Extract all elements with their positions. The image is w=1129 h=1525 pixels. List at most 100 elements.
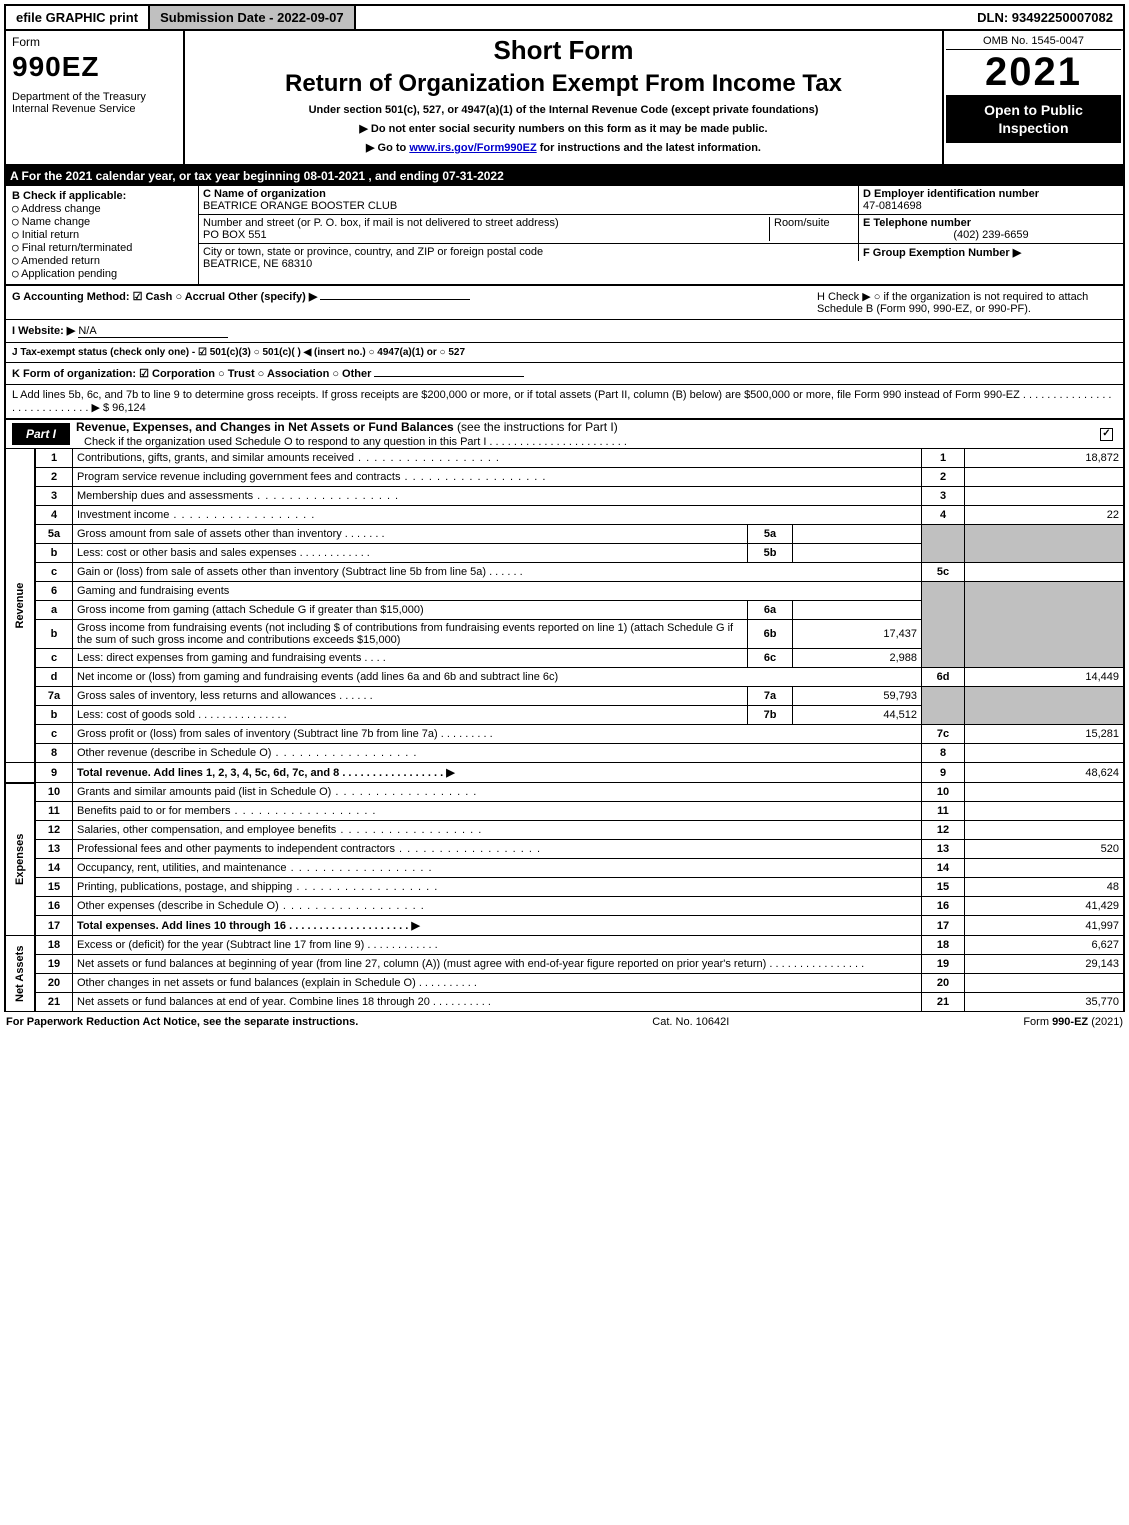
line-19-num: 19 — [35, 955, 73, 974]
line-16-desc: Other expenses (describe in Schedule O) — [73, 897, 922, 916]
check-address-change[interactable]: ○ Address change — [12, 202, 192, 215]
line-1-amt: 18,872 — [965, 449, 1125, 468]
check-application-pending[interactable]: ○ Application pending — [12, 267, 192, 280]
line-8-num: 8 — [35, 744, 73, 763]
short-form-title: Short Form — [189, 35, 938, 66]
line-15-amt: 48 — [965, 878, 1125, 897]
d-ein-label: D Employer identification number — [863, 188, 1119, 200]
line-9-num: 9 — [35, 763, 73, 783]
line-20-desc: Other changes in net assets or fund bala… — [73, 974, 922, 993]
top-bar: efile GRAPHIC print Submission Date - 20… — [4, 4, 1125, 31]
expenses-label: Expenses — [5, 783, 35, 936]
paperwork-notice: For Paperwork Reduction Act Notice, see … — [6, 1016, 358, 1028]
tax-year: 2021 — [946, 50, 1121, 95]
ssn-warning: ▶ Do not enter social security numbers o… — [189, 122, 938, 135]
line-a: A For the 2021 calendar year, or tax yea… — [4, 166, 1125, 186]
line-5a-subcol: 5a — [748, 525, 793, 544]
line-3-col: 3 — [922, 487, 965, 506]
line-13-amt: 520 — [965, 840, 1125, 859]
line-3-desc: Membership dues and assessments — [73, 487, 922, 506]
line-3-num: 3 — [35, 487, 73, 506]
line-6d-col: 6d — [922, 668, 965, 687]
line-16-num: 16 — [35, 897, 73, 916]
submission-date: Submission Date - 2022-09-07 — [148, 6, 356, 29]
line-16-amt: 41,429 — [965, 897, 1125, 916]
city-label: City or town, state or province, country… — [203, 246, 854, 258]
line-1-col: 1 — [922, 449, 965, 468]
org-address: PO BOX 551 — [203, 229, 769, 241]
form-label: Form — [12, 35, 177, 49]
section-i: I Website: ▶ N/A — [4, 320, 1125, 343]
line-5c-num: c — [35, 563, 73, 582]
line-6b-num: b — [35, 620, 73, 649]
line-5b-desc: Less: cost or other basis and sales expe… — [73, 544, 748, 563]
line-11-amt — [965, 802, 1125, 821]
goto-prefix: ▶ Go to — [366, 142, 409, 154]
line-19-amt: 29,143 — [965, 955, 1125, 974]
line-12-num: 12 — [35, 821, 73, 840]
line-9-desc: Total revenue. Add lines 1, 2, 3, 4, 5c,… — [73, 763, 922, 783]
check-name-change[interactable]: ○ Name change — [12, 215, 192, 228]
line-20-col: 20 — [922, 974, 965, 993]
line-6d-desc: Net income or (loss) from gaming and fun… — [73, 668, 922, 687]
line-6b-desc: Gross income from fundraising events (no… — [73, 620, 748, 649]
line-1-num: 1 — [35, 449, 73, 468]
shade-7-amt — [965, 687, 1125, 725]
c-name-label: C Name of organization — [203, 188, 854, 200]
gross-receipts-amount: 96,124 — [109, 402, 146, 414]
room-suite-label: Room/suite — [769, 217, 854, 241]
line-6b-subcol: 6b — [748, 620, 793, 649]
line-9-col: 9 — [922, 763, 965, 783]
line-17-col: 17 — [922, 916, 965, 936]
shade-5 — [922, 525, 965, 563]
line-6c-subamt: 2,988 — [793, 649, 922, 668]
check-final-return[interactable]: ○ Final return/terminated — [12, 241, 192, 254]
line-7b-desc: Less: cost of goods sold . . . . . . . .… — [73, 706, 748, 725]
line-5c-desc: Gain or (loss) from sale of assets other… — [73, 563, 922, 582]
line-7c-amt: 15,281 — [965, 725, 1125, 744]
line-6d-amt: 14,449 — [965, 668, 1125, 687]
goto-suffix: for instructions and the latest informat… — [540, 142, 761, 154]
line-15-num: 15 — [35, 878, 73, 897]
part-1-header: Part I Revenue, Expenses, and Changes in… — [4, 420, 1125, 449]
line-21-col: 21 — [922, 993, 965, 1012]
org-city: BEATRICE, NE 68310 — [203, 258, 854, 270]
page-footer: For Paperwork Reduction Act Notice, see … — [4, 1012, 1125, 1032]
line-14-col: 14 — [922, 859, 965, 878]
line-16-col: 16 — [922, 897, 965, 916]
line-7c-col: 7c — [922, 725, 965, 744]
line-8-desc: Other revenue (describe in Schedule O) — [73, 744, 922, 763]
line-7b-num: b — [35, 706, 73, 725]
shade-5-amt — [965, 525, 1125, 563]
section-b-to-f: B Check if applicable: ○ Address change … — [4, 186, 1125, 286]
website-value: N/A — [78, 325, 228, 338]
line-10-desc: Grants and similar amounts paid (list in… — [73, 783, 922, 802]
return-title: Return of Organization Exempt From Incom… — [189, 70, 938, 98]
line-18-col: 18 — [922, 936, 965, 955]
efile-label[interactable]: efile GRAPHIC print — [6, 6, 148, 29]
line-6d-num: d — [35, 668, 73, 687]
line-18-amt: 6,627 — [965, 936, 1125, 955]
line-15-col: 15 — [922, 878, 965, 897]
line-8-col: 8 — [922, 744, 965, 763]
irs-link[interactable]: www.irs.gov/Form990EZ — [409, 142, 536, 154]
phone-value: (402) 239-6659 — [863, 229, 1119, 241]
h-schedule-b: H Check ▶ ○ if the organization is not r… — [817, 290, 1117, 315]
lines-table: Revenue 1 Contributions, gifts, grants, … — [4, 449, 1125, 1012]
website-label: I Website: ▶ — [12, 325, 75, 337]
revenue-label: Revenue — [5, 449, 35, 763]
addr-label: Number and street (or P. O. box, if mail… — [203, 217, 769, 229]
section-j: J Tax-exempt status (check only one) - ☑… — [4, 343, 1125, 363]
line-6a-desc: Gross income from gaming (attach Schedul… — [73, 601, 748, 620]
line-2-col: 2 — [922, 468, 965, 487]
line-17-amt: 41,997 — [965, 916, 1125, 936]
line-11-num: 11 — [35, 802, 73, 821]
schedule-o-checkbox[interactable]: ✓ — [1100, 427, 1123, 441]
line-2-num: 2 — [35, 468, 73, 487]
line-14-num: 14 — [35, 859, 73, 878]
section-subtitle: Under section 501(c), 527, or 4947(a)(1)… — [189, 104, 938, 116]
check-amended-return[interactable]: ○ Amended return — [12, 254, 192, 267]
org-name: BEATRICE ORANGE BOOSTER CLUB — [203, 200, 854, 212]
check-initial-return[interactable]: ○ Initial return — [12, 228, 192, 241]
line-21-desc: Net assets or fund balances at end of ye… — [73, 993, 922, 1012]
